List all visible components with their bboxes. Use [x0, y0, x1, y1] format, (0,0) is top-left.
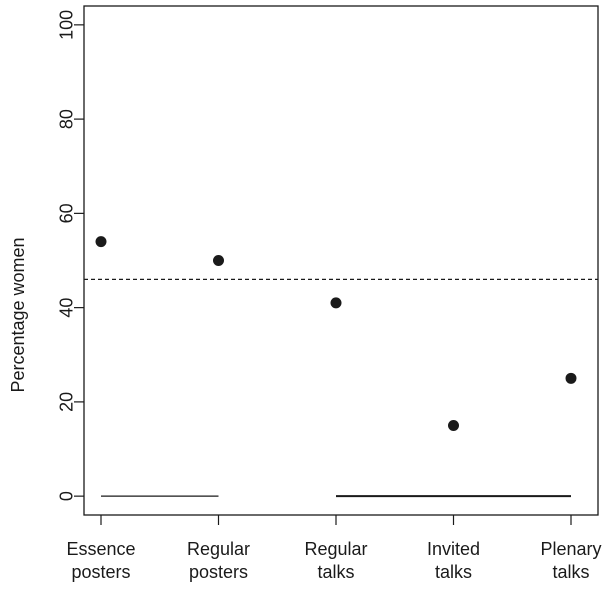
y-axis-label: Percentage women	[8, 237, 28, 392]
y-tick-label: 80	[57, 109, 77, 129]
plot-frame	[83, 5, 599, 516]
y-tick-label: 60	[57, 203, 77, 223]
x-tick-label: talks	[317, 562, 354, 582]
y-tick-label: 20	[57, 392, 77, 412]
x-tick-label: Regular	[304, 539, 367, 559]
x-tick-label: posters	[71, 562, 130, 582]
x-tick-label: Regular	[187, 539, 250, 559]
data-point	[448, 419, 459, 431]
x-tick-label: Invited	[427, 539, 480, 559]
data-point	[330, 297, 342, 309]
x-tick-label: posters	[189, 562, 248, 582]
data-point	[565, 372, 577, 384]
data-point	[213, 255, 224, 266]
x-tick-label: talks	[552, 562, 589, 582]
x-tick-label: Plenary	[540, 539, 601, 559]
x-tick-label: talks	[435, 562, 472, 582]
data-point	[95, 236, 107, 248]
x-tick-label: Essence	[66, 539, 135, 559]
y-tick-label: 40	[57, 298, 77, 318]
y-tick-label: 100	[57, 10, 77, 40]
y-tick-label: 0	[57, 491, 77, 501]
